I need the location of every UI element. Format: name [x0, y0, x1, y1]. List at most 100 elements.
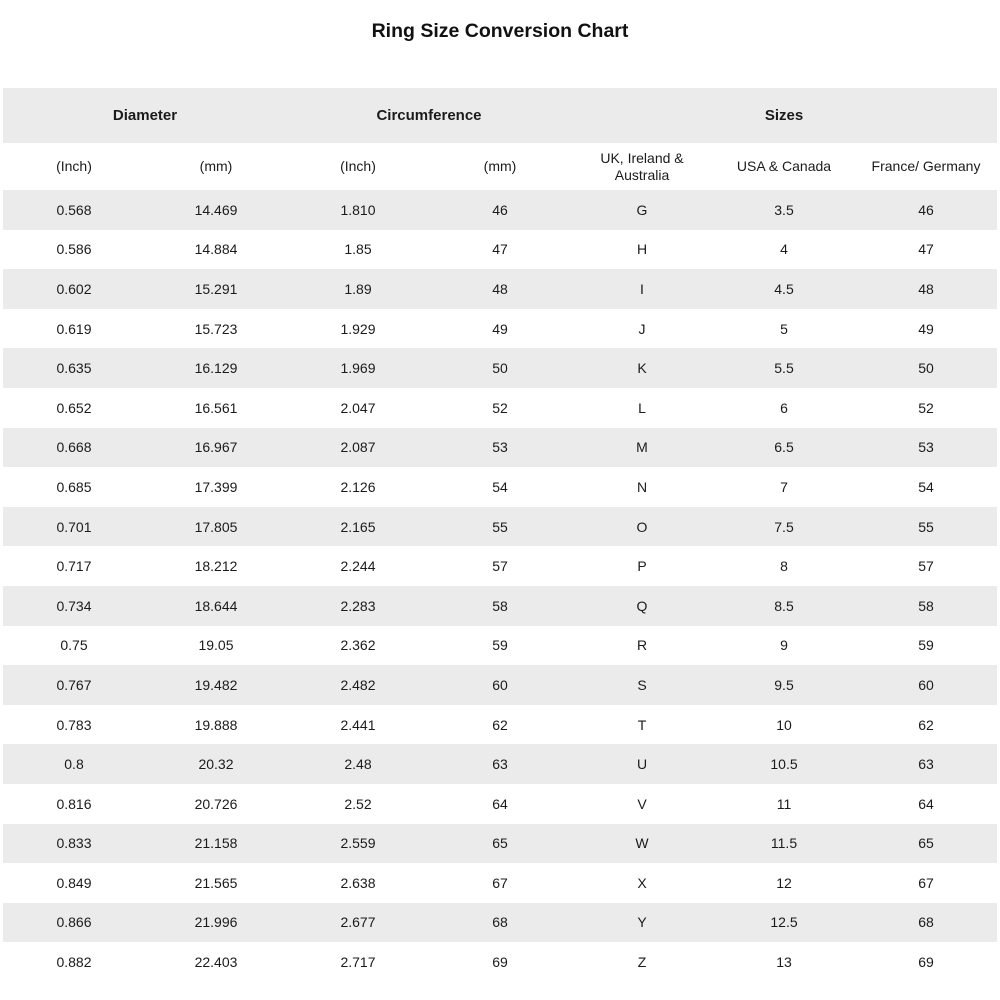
- table-cell: G: [636, 201, 648, 218]
- table-cell: 10: [776, 716, 792, 733]
- table-row: 0.734 18.644 2.283 58 Q 8.5 58: [3, 585, 997, 626]
- table-cell: 48: [918, 280, 934, 297]
- column-group-circumference: Circumference: [376, 107, 482, 124]
- table-cell: 2.638: [340, 874, 376, 891]
- table-body: 0.568 14.469 1.810 46 G 3.5 46 0.586 14.884 1.85 4…: [3, 190, 997, 982]
- table-cell: 68: [918, 914, 934, 931]
- column-header-diameter-mm: (mm): [199, 158, 233, 174]
- table-cell: 4: [780, 241, 788, 258]
- table-cell: 2.482: [340, 676, 376, 693]
- table-cell: 0.717: [56, 558, 92, 575]
- table-row: 0.866 21.996 2.677 68 Y 12.5 68: [3, 902, 997, 943]
- table-cell: 46: [918, 201, 934, 218]
- table-cell: 46: [492, 201, 508, 218]
- table-cell: 22.403: [194, 954, 238, 971]
- table-row: 0.568 14.469 1.810 46 G 3.5 46: [3, 190, 997, 230]
- table-cell: 21.565: [194, 874, 238, 891]
- table-cell: 0.849: [56, 874, 92, 891]
- table-cell: 0.8: [64, 756, 84, 773]
- table-cell: 0.602: [56, 280, 92, 297]
- table-row: 0.833 21.158 2.559 65 W 11.5 65: [3, 823, 997, 864]
- table-cell: 63: [918, 756, 934, 773]
- column-header-france-germany: France/ Germany: [871, 158, 981, 174]
- table-cell: 2.559: [340, 835, 376, 852]
- table-cell: T: [637, 716, 647, 733]
- table-cell: 1.85: [344, 241, 372, 258]
- table-cell: I: [640, 280, 644, 297]
- table-cell: 2.165: [340, 518, 376, 535]
- table-cell: 16.561: [194, 399, 238, 416]
- table-cell: 1.89: [344, 280, 372, 297]
- table-cell: 49: [492, 320, 508, 337]
- table-cell: 69: [918, 954, 934, 971]
- table-cell: 6: [780, 399, 788, 416]
- table-row: 0.767 19.482 2.482 60 S 9.5 60: [3, 665, 997, 705]
- table-cell: 20.726: [194, 795, 238, 812]
- table-cell: 5.5: [774, 360, 794, 377]
- table-cell: 47: [492, 241, 508, 258]
- table-row: 0.701 17.805 2.165 55 O 7.5 55: [3, 506, 997, 547]
- table-cell: 2.047: [340, 399, 376, 416]
- table-cell: 0.75: [60, 637, 88, 654]
- table-cell: 19.888: [194, 716, 238, 733]
- table-cell: 47: [918, 241, 934, 258]
- table-row: 0.602 15.291 1.89 48 I 4.5 48: [3, 269, 997, 309]
- table-cell: 0.652: [56, 399, 92, 416]
- table-cell: 0.833: [56, 835, 92, 852]
- table-cell: 2.126: [340, 478, 376, 495]
- table-cell: N: [636, 478, 648, 495]
- table-cell: 0.685: [56, 478, 92, 495]
- table-cell: 1.929: [340, 320, 376, 337]
- table-cell: 65: [918, 835, 934, 852]
- table-cell: 65: [492, 835, 508, 852]
- table-cell: 2.283: [340, 597, 376, 614]
- table-cell: 55: [492, 518, 508, 535]
- table-cell: 0.783: [56, 716, 92, 733]
- table-cell: 13: [776, 954, 792, 971]
- table-cell: 0.635: [56, 360, 92, 377]
- table-cell: 7.5: [774, 518, 794, 535]
- table-cell: 67: [918, 874, 934, 891]
- table-cell: 58: [918, 597, 934, 614]
- column-header-row: (Inch) (mm) (Inch) (mm) UK, Ireland & Au…: [3, 143, 997, 190]
- table-cell: K: [637, 360, 647, 377]
- table-row: 0.849 21.565 2.638 67 X 12 67: [3, 863, 997, 903]
- table-cell: X: [637, 874, 647, 891]
- table-row: 0.685 17.399 2.126 54 N 7 54: [3, 467, 997, 507]
- table-cell: Y: [637, 914, 647, 931]
- table-row: 0.586 14.884 1.85 47 H 4 47: [3, 229, 997, 270]
- table-cell: M: [636, 439, 648, 456]
- table-cell: 6.5: [774, 439, 794, 456]
- ring-size-conversion-table: Diameter Circumference Sizes (Inch) (mm)…: [3, 88, 997, 982]
- table-cell: Q: [636, 597, 648, 614]
- table-cell: 0.619: [56, 320, 92, 337]
- table-cell: W: [635, 835, 649, 852]
- table-cell: 12.5: [770, 914, 798, 931]
- column-header-uk-ireland-australia: UK, Ireland & Australia: [600, 149, 684, 183]
- table-row: 0.783 19.888 2.441 62 T 10 62: [3, 704, 997, 745]
- table-cell: 5: [780, 320, 788, 337]
- table-cell: 11: [776, 795, 792, 812]
- table-cell: 17.399: [194, 478, 238, 495]
- table-cell: 59: [918, 637, 934, 654]
- table-cell: 50: [918, 360, 934, 377]
- table-row: 0.619 15.723 1.929 49 J 5 49: [3, 308, 997, 349]
- table-cell: 0.767: [56, 676, 92, 693]
- table-cell: 12: [776, 874, 792, 891]
- table-cell: 0.882: [56, 954, 92, 971]
- table-cell: 0.816: [56, 795, 92, 812]
- table-cell: 49: [918, 320, 934, 337]
- table-cell: 11.5: [770, 835, 798, 852]
- table-cell: 15.291: [194, 280, 238, 297]
- table-cell: H: [636, 241, 648, 258]
- table-cell: S: [637, 676, 647, 693]
- table-cell: 21.996: [194, 914, 238, 931]
- table-cell: 9: [780, 637, 788, 654]
- table-row: 0.635 16.129 1.969 50 K 5.5 50: [3, 348, 997, 388]
- table-cell: 17.805: [194, 518, 238, 535]
- table-row: 0.652 16.561 2.047 52 L 6 52: [3, 387, 997, 428]
- table-cell: 64: [492, 795, 508, 812]
- table-cell: 64: [918, 795, 934, 812]
- table-cell: 18.644: [194, 597, 238, 614]
- column-header-usa-canada: USA & Canada: [736, 158, 832, 174]
